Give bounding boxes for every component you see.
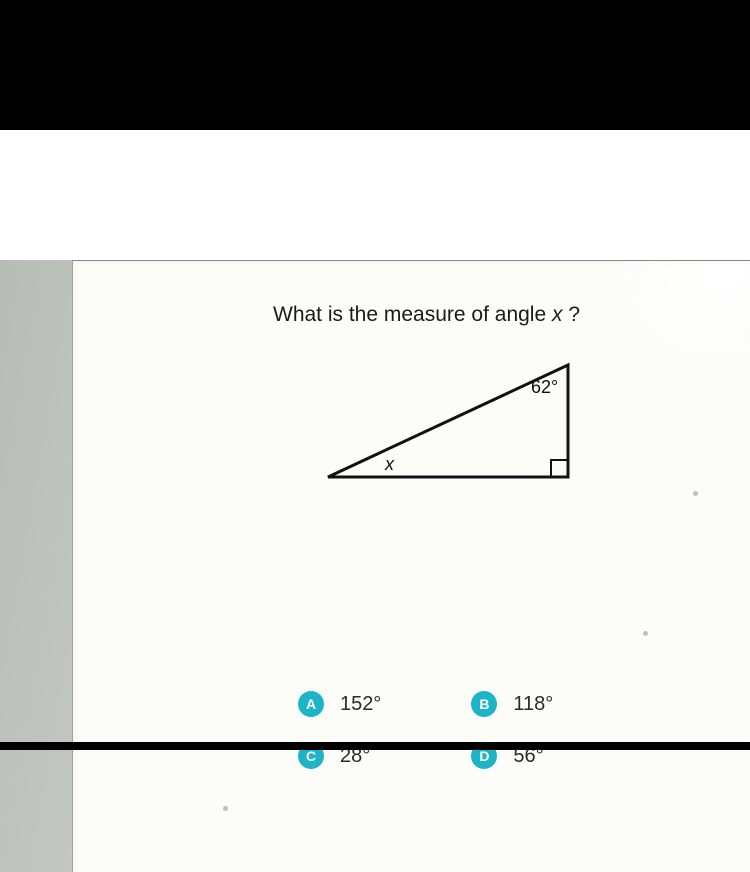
option-b[interactable]: B 118° [471,691,553,717]
option-a-text: 152° [340,693,381,716]
device-screen: What is the measure of angle x ? 62° x A… [72,260,750,872]
triangle-figure: 62° x [323,357,593,487]
triangle-svg: 62° x [323,357,593,487]
angle-label-x: x [384,454,395,474]
letterbox-top [0,0,750,130]
question-prefix: What is the measure of angle [273,303,552,326]
option-b-text: 118° [513,693,553,716]
answer-options: A 152° B 118° C 28° D 56° [298,691,553,769]
screen-glare [610,261,750,371]
question-text: What is the measure of angle x ? [273,303,580,327]
question-variable: x [552,303,563,326]
angle-label-62: 62° [531,377,558,397]
dust-speck [223,806,228,811]
photo-surface: What is the measure of angle x ? 62° x A… [0,260,750,872]
right-angle-mark [551,460,568,477]
dust-speck [693,491,698,496]
option-b-bubble: B [471,691,497,717]
dust-speck [643,631,648,636]
letterbox-bottom [0,742,750,750]
option-a-bubble: A [298,691,324,717]
option-a[interactable]: A 152° [298,691,381,717]
question-suffix: ? [562,303,580,326]
